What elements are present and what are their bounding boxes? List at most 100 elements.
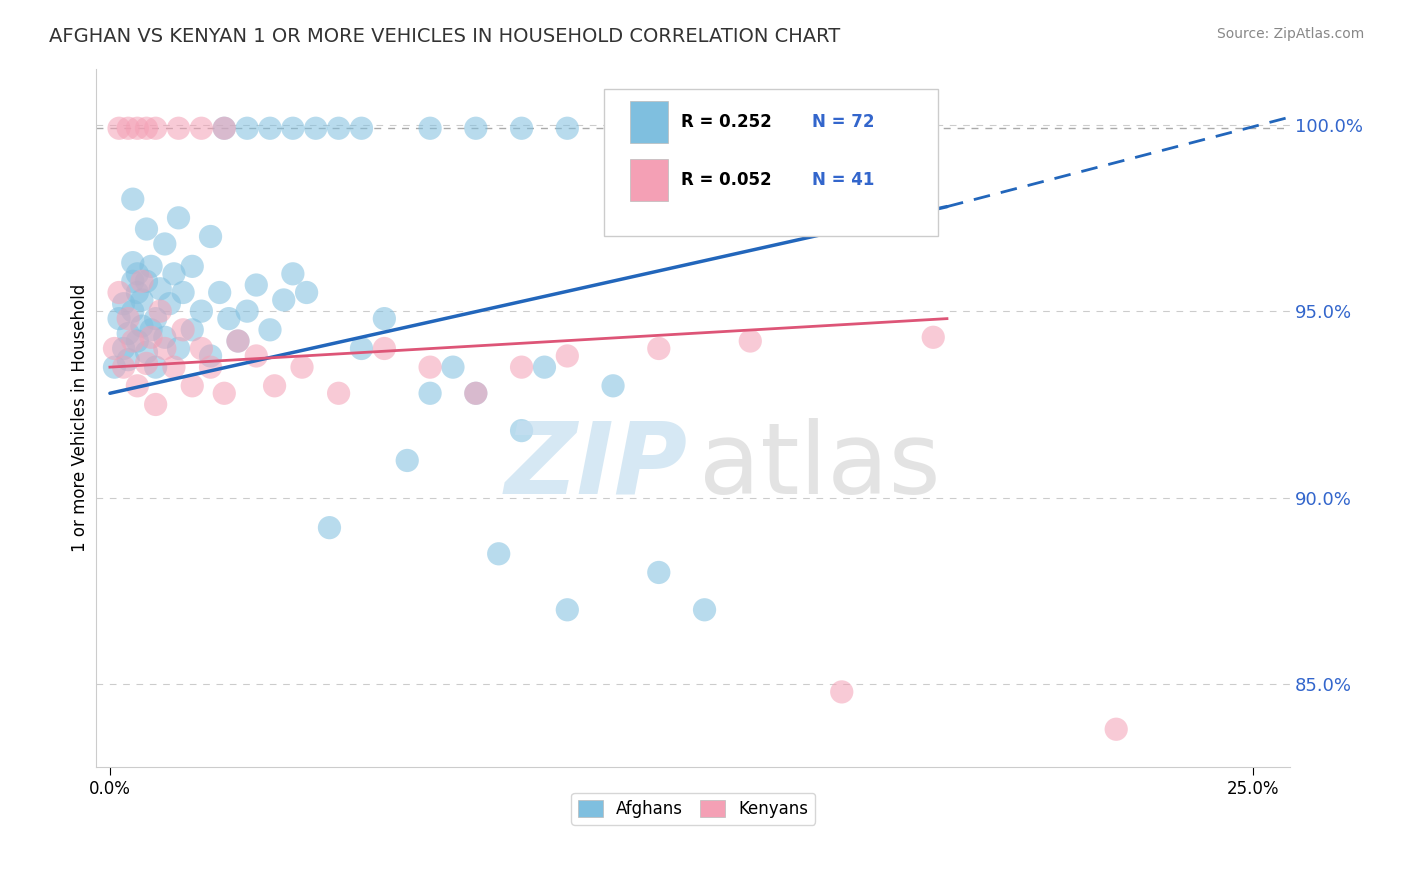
Text: Source: ZipAtlas.com: Source: ZipAtlas.com bbox=[1216, 27, 1364, 41]
Point bbox=[214, 386, 236, 401]
Point bbox=[555, 603, 578, 617]
Point bbox=[149, 304, 172, 318]
FancyBboxPatch shape bbox=[630, 160, 668, 202]
Point bbox=[135, 345, 157, 359]
Point bbox=[281, 121, 304, 136]
Point bbox=[131, 319, 153, 334]
Point bbox=[153, 342, 176, 356]
Text: ZIP: ZIP bbox=[505, 418, 688, 515]
Point bbox=[350, 342, 373, 356]
Point bbox=[139, 323, 162, 337]
Point bbox=[305, 121, 328, 136]
Point bbox=[281, 267, 304, 281]
Text: R = 0.252: R = 0.252 bbox=[681, 113, 772, 131]
Point bbox=[145, 360, 167, 375]
Point bbox=[214, 121, 236, 136]
Point bbox=[127, 285, 149, 300]
Point bbox=[121, 274, 143, 288]
Point bbox=[153, 330, 176, 344]
Point bbox=[441, 360, 464, 375]
Point bbox=[555, 349, 578, 363]
Point bbox=[555, 121, 578, 136]
Point bbox=[157, 296, 180, 310]
Point bbox=[135, 274, 157, 288]
Point bbox=[181, 379, 204, 393]
Point bbox=[373, 311, 395, 326]
Point bbox=[236, 304, 259, 318]
Point bbox=[149, 282, 172, 296]
Point bbox=[510, 360, 533, 375]
Point bbox=[190, 121, 212, 136]
Point bbox=[831, 121, 853, 136]
Point bbox=[831, 685, 853, 699]
Point bbox=[103, 360, 125, 375]
Point bbox=[740, 334, 762, 348]
Point bbox=[419, 121, 441, 136]
Point bbox=[103, 342, 125, 356]
Point bbox=[396, 453, 419, 467]
Point bbox=[163, 360, 186, 375]
Point bbox=[135, 121, 157, 136]
Point bbox=[190, 342, 212, 356]
Point bbox=[127, 334, 149, 348]
Point bbox=[127, 379, 149, 393]
Point bbox=[121, 255, 143, 269]
Point bbox=[131, 293, 153, 307]
Point bbox=[139, 330, 162, 344]
Point bbox=[127, 121, 149, 136]
Point bbox=[464, 121, 486, 136]
Point bbox=[200, 360, 222, 375]
Point bbox=[167, 211, 190, 225]
Text: N = 41: N = 41 bbox=[813, 171, 875, 189]
Point bbox=[121, 304, 143, 318]
Text: atlas: atlas bbox=[699, 418, 941, 515]
Point bbox=[922, 330, 945, 344]
Point bbox=[153, 237, 176, 252]
Point bbox=[127, 267, 149, 281]
Point bbox=[200, 349, 222, 363]
Text: N = 72: N = 72 bbox=[813, 113, 875, 131]
Y-axis label: 1 or more Vehicles in Household: 1 or more Vehicles in Household bbox=[72, 284, 89, 551]
Point bbox=[648, 121, 671, 136]
Point bbox=[373, 342, 395, 356]
Point bbox=[112, 360, 135, 375]
Point bbox=[419, 386, 441, 401]
Legend: Afghans, Kenyans: Afghans, Kenyans bbox=[571, 793, 815, 824]
Point bbox=[510, 424, 533, 438]
Point bbox=[291, 360, 314, 375]
Point bbox=[108, 311, 131, 326]
Point bbox=[419, 360, 441, 375]
Point bbox=[318, 521, 340, 535]
Point bbox=[145, 311, 167, 326]
Point bbox=[121, 192, 143, 206]
Point bbox=[464, 386, 486, 401]
Point bbox=[510, 121, 533, 136]
Point bbox=[181, 323, 204, 337]
FancyBboxPatch shape bbox=[630, 102, 668, 144]
Point bbox=[145, 397, 167, 411]
Point bbox=[167, 121, 190, 136]
Point bbox=[464, 386, 486, 401]
Text: AFGHAN VS KENYAN 1 OR MORE VEHICLES IN HOUSEHOLD CORRELATION CHART: AFGHAN VS KENYAN 1 OR MORE VEHICLES IN H… bbox=[49, 27, 841, 45]
Point bbox=[648, 566, 671, 580]
Point bbox=[181, 260, 204, 274]
Point bbox=[259, 121, 281, 136]
FancyBboxPatch shape bbox=[603, 89, 938, 236]
Point bbox=[328, 386, 350, 401]
Point bbox=[108, 121, 131, 136]
Point bbox=[167, 342, 190, 356]
Point bbox=[245, 278, 267, 293]
Point bbox=[135, 222, 157, 236]
Point bbox=[117, 352, 139, 367]
Point bbox=[190, 304, 212, 318]
Point bbox=[1105, 723, 1128, 737]
Point bbox=[488, 547, 510, 561]
Point bbox=[214, 121, 236, 136]
Point bbox=[145, 121, 167, 136]
Point bbox=[135, 356, 157, 370]
Point bbox=[200, 229, 222, 244]
Point bbox=[117, 121, 139, 136]
Point bbox=[226, 334, 249, 348]
Text: R = 0.052: R = 0.052 bbox=[681, 171, 772, 189]
Point bbox=[263, 379, 285, 393]
